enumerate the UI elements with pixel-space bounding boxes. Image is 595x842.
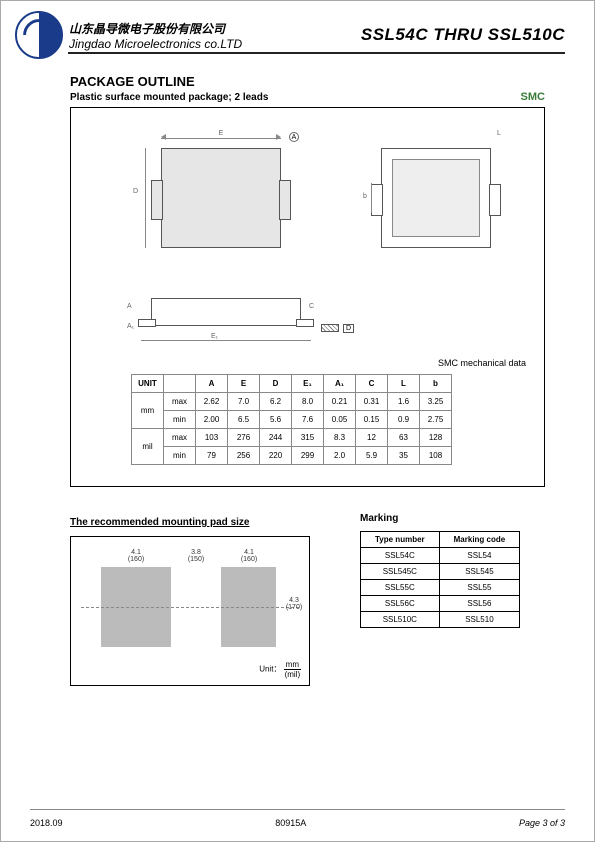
package-top-view xyxy=(161,148,281,248)
table-header-row: UNIT A E D E₁ A₁ C L b xyxy=(132,375,452,393)
table-row: min 2.00 6.5 5.6 7.6 0.05 0.15 0.9 2.75 xyxy=(132,411,452,429)
marking-heading: Marking xyxy=(360,513,398,524)
package-side-view xyxy=(151,298,301,326)
table-row: mil max 103 276 244 315 8.3 12 63 128 xyxy=(132,429,452,447)
pad-unit-label: Unit： mm (mil) xyxy=(259,660,301,679)
footer-date: 2018.09 xyxy=(30,818,63,828)
dim-a-label: A xyxy=(127,303,132,310)
mounting-pad-diagram: 4.1 (160) 3.8 (150) 4.1 (160) 4.3 (170) … xyxy=(70,536,310,686)
page-footer: 2018.09 80915A Page 3 of 3 xyxy=(30,818,565,828)
pad-dim-w1: 4.1 (160) xyxy=(116,549,156,563)
company-name-en: Jingdao Microelectronics co.LTD xyxy=(69,37,361,51)
footer-rule xyxy=(30,809,565,810)
datum-d-marker: D xyxy=(343,324,354,333)
company-name-cn: 山东晶导微电子股份有限公司 xyxy=(69,20,361,37)
dim-l-label: L xyxy=(497,130,501,137)
dim-d-label: D xyxy=(133,188,138,195)
dim-e-line xyxy=(161,138,281,139)
pad-dim-w2: 4.1 (160) xyxy=(229,549,269,563)
package-outline-box: E A D L b A A₁ C E₁ D SMC mechanical dat… xyxy=(70,107,545,487)
table-header-row: Type number Marking code xyxy=(361,532,520,548)
table-row: SSL55CSSL55 xyxy=(361,580,520,596)
unit-header: UNIT xyxy=(132,375,164,393)
pad-centerline xyxy=(81,607,299,608)
datum-a-marker: A xyxy=(289,132,299,142)
cathode-band-icon xyxy=(321,324,339,332)
dim-a1-label: A₁ xyxy=(127,323,134,330)
marking-table: Type number Marking code SSL54CSSL54 SSL… xyxy=(360,531,520,628)
table-row: SSL510CSSL510 xyxy=(361,612,520,628)
footer-docno: 80915A xyxy=(275,818,306,828)
table-row: SSL54CSSL54 xyxy=(361,548,520,564)
mech-data-caption: SMC mechanical data xyxy=(438,358,526,368)
table-row: SSL56CSSL56 xyxy=(361,596,520,612)
pad-dim-h: 4.3 (170) xyxy=(281,597,307,611)
pad-dim-gap: 3.8 (150) xyxy=(176,549,216,563)
dim-b-label: b xyxy=(363,193,367,200)
table-row: min 79 256 220 299 2.0 5.9 35 108 xyxy=(132,447,452,465)
company-logo-icon xyxy=(15,11,63,59)
dim-d-line xyxy=(145,148,146,248)
header-underline xyxy=(68,52,565,54)
header: 山东晶导微电子股份有限公司 Jingdao Microelectronics c… xyxy=(0,0,595,60)
package-top-view-2 xyxy=(381,148,491,248)
dim-e1-label: E₁ xyxy=(211,333,218,340)
company-name-block: 山东晶导微电子股份有限公司 Jingdao Microelectronics c… xyxy=(69,20,361,51)
part-number-title: SSL54C THRU SSL510C xyxy=(361,25,595,45)
mechanical-data-table: UNIT A E D E₁ A₁ C L b mm max 2.62 7.0 6… xyxy=(131,374,452,465)
table-row: mm max 2.62 7.0 6.2 8.0 0.21 0.31 1.6 3.… xyxy=(132,393,452,411)
footer-page: Page 3 of 3 xyxy=(519,818,565,828)
dim-c-label: C xyxy=(309,303,314,310)
dim-e-label: E xyxy=(181,130,261,137)
table-row: SSL545CSSL545 xyxy=(361,564,520,580)
